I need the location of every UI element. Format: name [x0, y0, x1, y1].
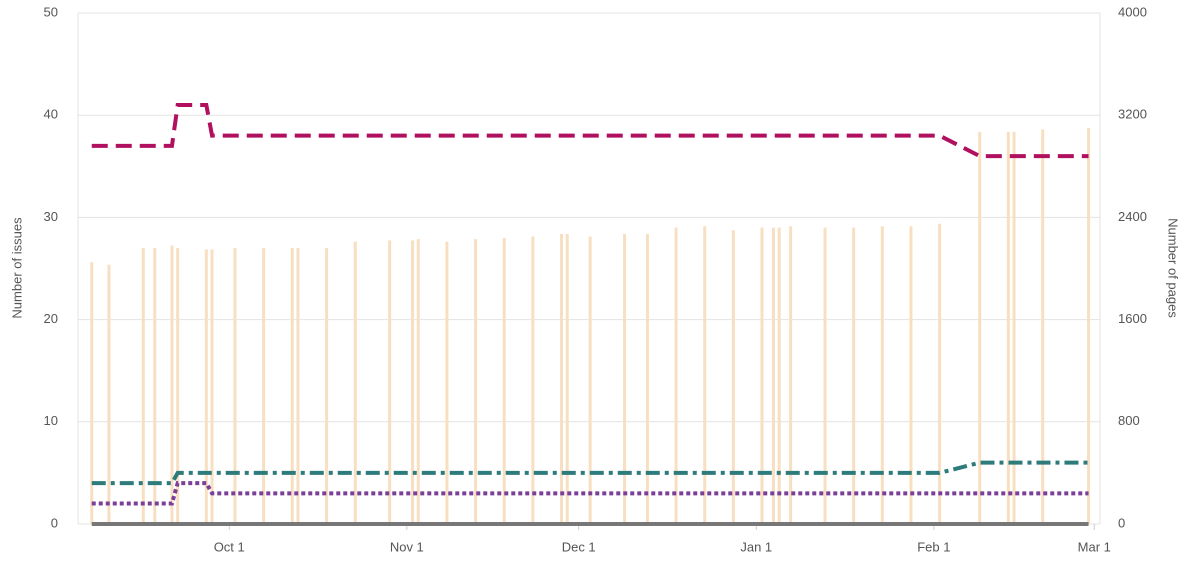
- x-tick-label: Dec 1: [562, 539, 596, 554]
- y2-tick-label: 1600: [1118, 311, 1147, 326]
- bar: [153, 248, 157, 524]
- bar: [531, 236, 535, 524]
- y2-axis-label: Number of pages: [1166, 218, 1181, 318]
- x-tick-label: Jan 1: [740, 539, 772, 554]
- bar: [176, 248, 180, 524]
- bar: [233, 248, 237, 524]
- bar: [560, 234, 564, 524]
- bar: [90, 262, 94, 524]
- y2-tick-label: 2400: [1118, 209, 1147, 224]
- bar: [502, 237, 506, 524]
- bar: [588, 236, 592, 524]
- bar: [823, 227, 827, 524]
- x-tick-label: Feb 1: [917, 539, 950, 554]
- y-tick-label: 0: [51, 515, 58, 530]
- y2-tick-label: 4000: [1118, 4, 1147, 19]
- bar: [789, 226, 793, 524]
- bar: [325, 248, 329, 524]
- bar: [296, 248, 300, 524]
- y2-tick-label: 800: [1118, 413, 1140, 428]
- bar: [760, 227, 764, 524]
- bar: [1041, 129, 1045, 524]
- bar: [623, 234, 627, 524]
- bar: [411, 240, 415, 524]
- line-series: [91, 481, 1089, 506]
- bar: [290, 248, 294, 524]
- bar: [909, 226, 913, 524]
- bar: [674, 227, 678, 524]
- bar: [645, 234, 649, 524]
- bar: [1012, 131, 1016, 524]
- bar: [141, 248, 145, 524]
- bar: [978, 131, 982, 524]
- y-tick-label: 40: [44, 107, 58, 122]
- bar: [565, 234, 569, 524]
- bar: [777, 227, 781, 524]
- y-tick-label: 20: [44, 311, 58, 326]
- y-tick-label: 10: [44, 413, 58, 428]
- line-series: [91, 460, 1089, 486]
- bar: [731, 230, 735, 525]
- bar: [474, 239, 478, 524]
- bar: [445, 241, 449, 525]
- bar: [204, 249, 208, 524]
- x-tick-label: Oct 1: [214, 539, 245, 554]
- y-tick-label: 30: [44, 209, 58, 224]
- y2-tick-label: 3200: [1118, 107, 1147, 122]
- bar: [170, 245, 174, 524]
- bar: [1087, 127, 1091, 524]
- bar: [210, 249, 214, 524]
- x-tick-label: Nov 1: [390, 539, 424, 554]
- bar: [416, 239, 420, 524]
- bar: [703, 226, 707, 524]
- y2-tick-label: 0: [1118, 515, 1125, 530]
- bar: [771, 227, 775, 524]
- bar: [388, 240, 392, 524]
- bar: [107, 264, 111, 524]
- bar: [880, 226, 884, 524]
- x-tick-label: Mar 1: [1078, 539, 1111, 554]
- bar: [938, 223, 942, 524]
- bar: [262, 248, 266, 524]
- line-series: [91, 102, 1089, 159]
- bar: [1006, 131, 1010, 524]
- y-tick-label: 50: [44, 4, 58, 19]
- y-axis-label: Number of issues: [9, 217, 24, 319]
- bar: [852, 227, 856, 524]
- bar: [353, 241, 357, 525]
